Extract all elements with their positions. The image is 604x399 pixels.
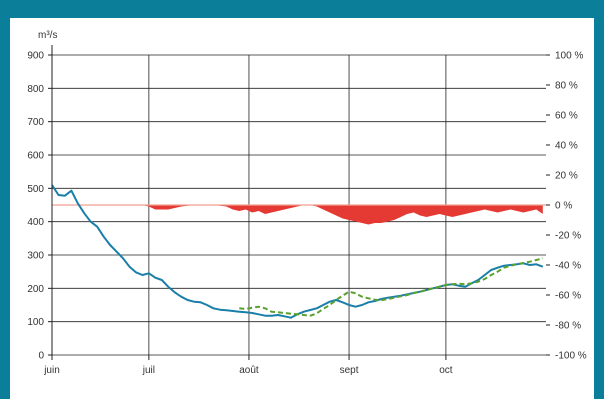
tick-label-x: oct (439, 365, 453, 376)
tick-label-left: 800 (27, 84, 44, 95)
tick-label-right: -80 % (555, 321, 581, 332)
tick-label-right: 0 % (555, 201, 572, 212)
tick-label-right: 40 % (555, 141, 578, 152)
deviation-fill (52, 205, 543, 225)
tick-label-left: 600 (27, 151, 44, 162)
deviation-area (52, 204, 546, 225)
tick-label-right: 80 % (555, 81, 578, 92)
tick-label-left: 400 (27, 217, 44, 228)
tick-label-x: sept (340, 365, 359, 376)
tick-label-right: -20 % (555, 231, 581, 242)
tick-label-right: -100 % (555, 351, 587, 362)
tick-label-left: 700 (27, 117, 44, 128)
tick-label-right: 60 % (555, 111, 578, 122)
axes (48, 45, 550, 360)
tick-label-x: juin (43, 365, 60, 376)
tick-label-right: 100 % (555, 51, 583, 62)
tick-label-right: 20 % (555, 171, 578, 182)
tick-label-right: -40 % (555, 261, 581, 272)
tick-label-left: 200 (27, 284, 44, 295)
tick-label-left: 500 (27, 184, 44, 195)
forecast-series-line (239, 257, 544, 317)
series-lines (51, 184, 544, 319)
tick-label-left: 300 (27, 251, 44, 262)
tick-label-left: 900 (27, 51, 44, 62)
tick-label-left: 0 (38, 351, 44, 362)
tick-label-x: juil (142, 365, 155, 376)
y-axis-unit: m³/s (38, 30, 57, 41)
axis-labels: 0 100 200 300 400 500 600 700 800 900 -100 % -80 % -… (27, 30, 586, 376)
tick-label-left: 100 (27, 317, 44, 328)
tick-label-x: août (239, 365, 259, 376)
tick-label-right: -60 % (555, 291, 581, 302)
